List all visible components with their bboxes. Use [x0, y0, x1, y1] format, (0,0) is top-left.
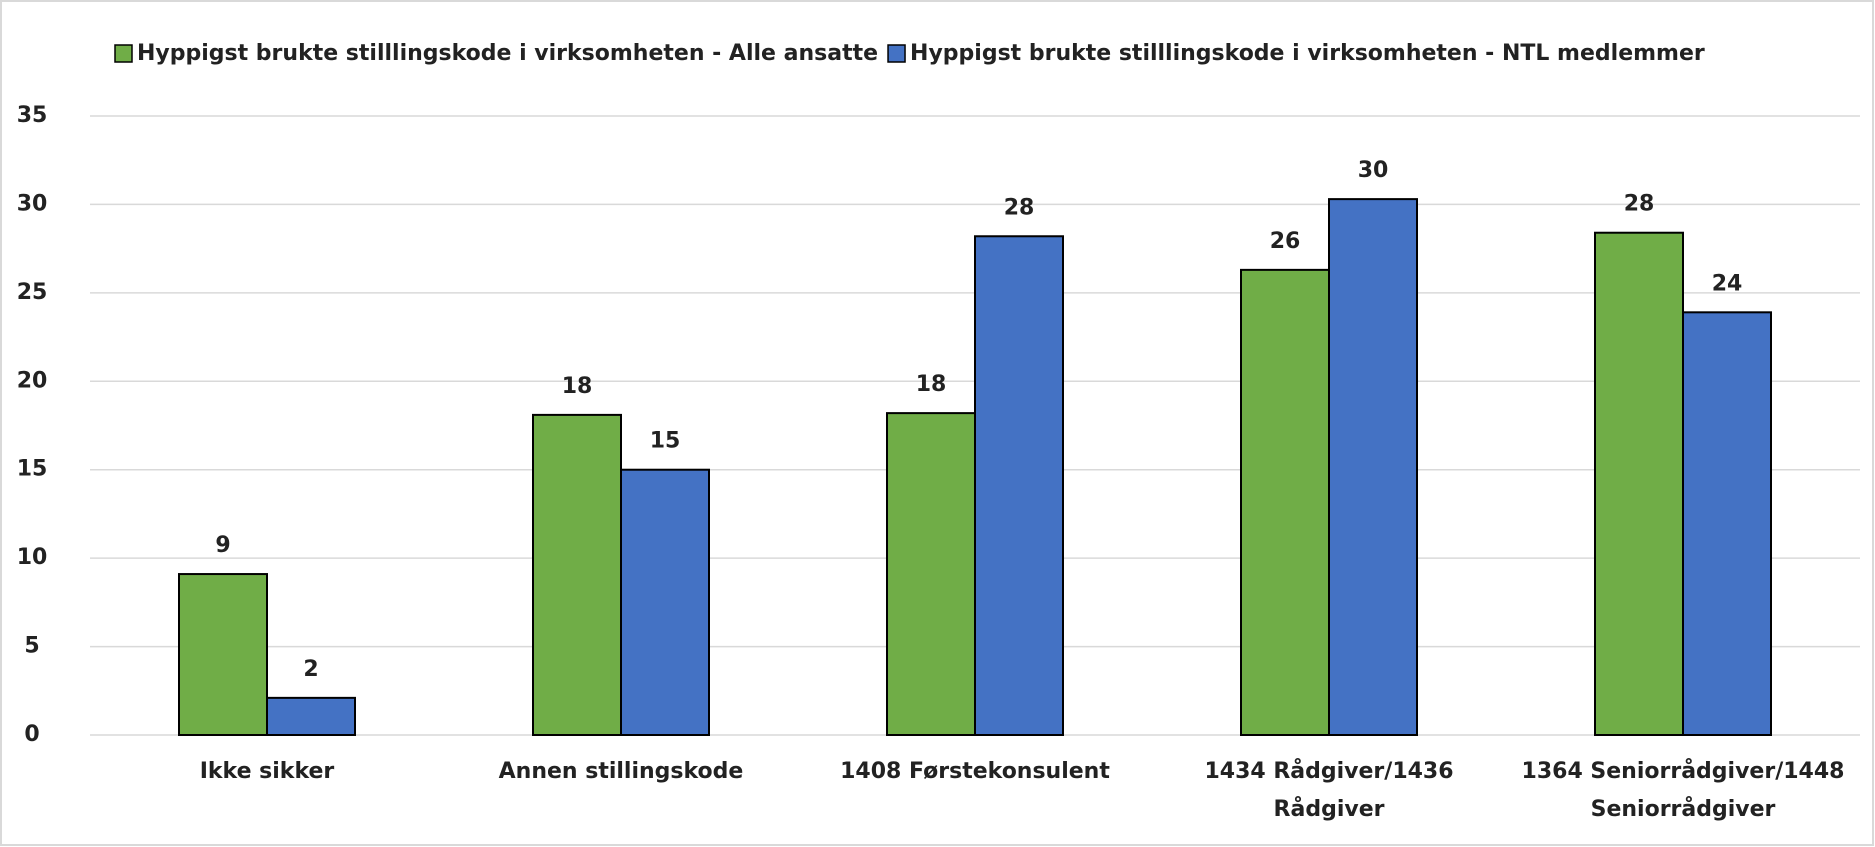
x-tick-label: 1408 Førstekonsulent: [840, 759, 1110, 784]
y-tick-label: 25: [17, 280, 48, 305]
data-label: 24: [1712, 271, 1743, 296]
x-tick-label: Annen stillingskode: [498, 759, 744, 784]
y-tick-label: 0: [24, 722, 39, 747]
legend-label: Hyppigst brukte stilllingskode i virksom…: [910, 41, 1705, 66]
data-label: 26: [1270, 229, 1301, 254]
x-tick-label: Ikke sikker: [199, 759, 335, 784]
bar: [1328, 198, 1418, 736]
legend-swatch: [114, 44, 133, 63]
bar: [886, 412, 976, 736]
bar: [1240, 268, 1330, 736]
bar: [532, 413, 622, 736]
y-tick-label: 30: [17, 191, 48, 216]
data-label: 18: [916, 372, 947, 397]
y-tick-label: 5: [24, 634, 39, 659]
bar: [1682, 311, 1772, 736]
data-label: 9: [215, 533, 230, 558]
data-label: 28: [1624, 192, 1655, 217]
legend-label: Hyppigst brukte stilllingskode i virksom…: [137, 41, 878, 66]
x-tick-label: 1364 Seniorrådgiver/1448 Seniorrådgiver: [1521, 759, 1845, 822]
legend-swatch: [887, 44, 906, 63]
data-label: 2: [303, 657, 318, 682]
bar: [620, 468, 710, 736]
y-tick-label: 35: [17, 103, 48, 128]
data-label: 30: [1358, 158, 1389, 183]
data-label: 28: [1004, 195, 1035, 220]
y-tick-label: 10: [17, 545, 48, 570]
data-label: 15: [650, 429, 681, 454]
bar: [974, 235, 1064, 737]
bar: [178, 573, 268, 736]
y-tick-label: 15: [17, 457, 48, 482]
y-tick-label: 20: [17, 368, 48, 393]
bar: [1594, 231, 1684, 736]
x-tick-label: 1434 Rådgiver/1436 Rådgiver: [1204, 759, 1454, 822]
bar: [266, 696, 356, 736]
data-label: 18: [562, 374, 593, 399]
